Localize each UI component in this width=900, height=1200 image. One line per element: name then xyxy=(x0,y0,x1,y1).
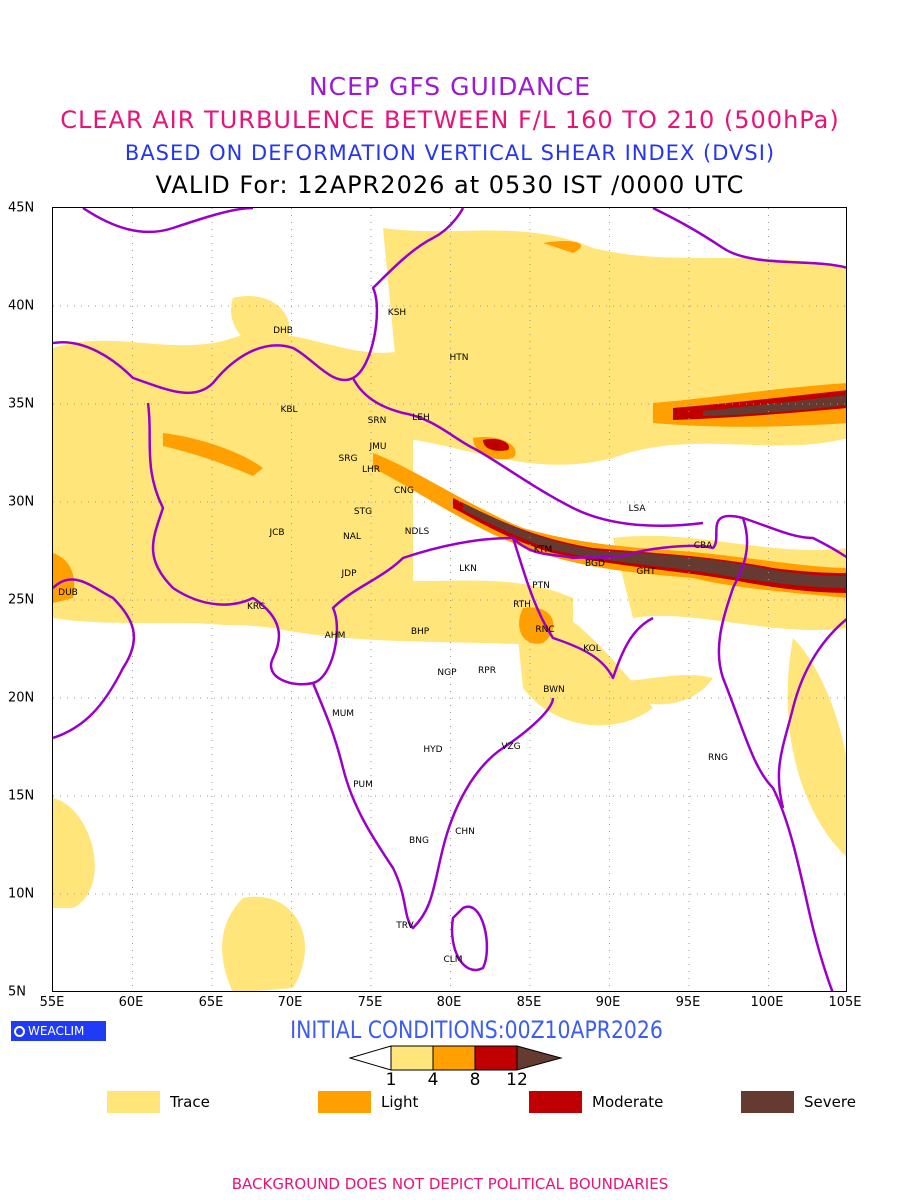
city-label: RNG xyxy=(708,753,728,763)
lon-tick: 95E xyxy=(675,995,701,1010)
city-label: BNG xyxy=(409,836,429,846)
city-label: KBL xyxy=(280,405,298,415)
city-label: LEH xyxy=(412,413,430,423)
city-label: CBA xyxy=(693,541,713,551)
lon-tick: 100E xyxy=(750,995,784,1010)
city-label: MUM xyxy=(331,709,355,719)
colorbar-tick: 8 xyxy=(469,1070,481,1090)
city-label: KRC xyxy=(247,602,265,612)
legend-item-light: Light xyxy=(318,1091,418,1113)
city-label: JMU xyxy=(369,442,387,452)
title-product: CLEAR AIR TURBULENCE BETWEEN F/L 160 TO … xyxy=(60,106,840,134)
lat-tick: 5N xyxy=(8,984,26,1000)
lon-tick: 105E xyxy=(828,995,862,1010)
city-label: PTN xyxy=(532,581,550,591)
city-label: HTN xyxy=(449,353,469,363)
legend-item-moderate: Moderate xyxy=(529,1091,663,1113)
city-label: CNG xyxy=(394,486,414,496)
trace-areas xyxy=(53,228,846,991)
lon-tick: 85E xyxy=(516,995,542,1010)
city-label: STG xyxy=(353,507,373,517)
city-label: RPR xyxy=(478,666,496,676)
severe-areas xyxy=(463,395,846,588)
city-label: DUB xyxy=(58,588,78,598)
legend-label: Trace xyxy=(170,1093,210,1111)
city-label: CHN xyxy=(455,827,475,837)
lat-tick: 40N xyxy=(8,298,35,314)
colorbar xyxy=(349,1045,563,1071)
city-label: KTM xyxy=(533,545,553,555)
legend-swatch xyxy=(107,1091,160,1113)
city-label: BHP xyxy=(410,627,430,637)
lon-tick: 60E xyxy=(118,995,144,1010)
lat-tick: 35N xyxy=(8,396,35,412)
city-label: CLM xyxy=(443,955,463,965)
legend-item-severe: Severe xyxy=(741,1091,856,1113)
city-label: RTH xyxy=(513,600,531,610)
turbulence-map: KSH DHB HTN KBL SRN LEH JMU SRG LHR CNG … xyxy=(52,207,847,992)
legend-item-trace: Trace xyxy=(107,1091,210,1113)
title-valid-time: VALID For: 12APR2026 at 0530 IST /0000 U… xyxy=(155,171,745,199)
city-label: SRG xyxy=(338,454,358,464)
weaclim-logo: WEACLIM xyxy=(11,1021,106,1041)
colorbar-light xyxy=(432,1045,476,1071)
lat-tick: 25N xyxy=(8,592,35,608)
legend-label: Light xyxy=(381,1093,419,1111)
title-method: BASED ON DEFORMATION VERTICAL SHEAR INDE… xyxy=(124,141,776,165)
city-label: NAL xyxy=(343,532,361,542)
city-label: JCB xyxy=(269,528,285,538)
city-label: LHR xyxy=(361,465,381,475)
lon-tick: 70E xyxy=(277,995,303,1010)
lat-tick: 15N xyxy=(8,788,35,804)
colorbar-tick: 12 xyxy=(506,1070,528,1090)
legend-swatch xyxy=(741,1091,794,1113)
colorbar-tick: 4 xyxy=(427,1070,439,1090)
city-label: KOL xyxy=(583,644,601,654)
city-label: KSH xyxy=(387,308,407,318)
city-label: GHT xyxy=(636,567,656,577)
map-graphics xyxy=(53,208,846,991)
initial-conditions: INITIAL CONDITIONS:00Z10APR2026 xyxy=(290,1016,663,1044)
legend-label: Severe xyxy=(804,1093,856,1111)
lat-tick: 30N xyxy=(8,494,35,510)
city-label: VZG xyxy=(501,742,521,752)
city-label: LSA xyxy=(628,504,646,514)
lon-tick: 65E xyxy=(198,995,224,1010)
lat-tick: 10N xyxy=(8,886,35,902)
city-label: DHB xyxy=(273,326,293,336)
lat-tick: 45N xyxy=(8,200,35,216)
logo-ring-icon xyxy=(14,1025,25,1037)
city-label: LKN xyxy=(459,564,477,574)
logo-text: WEACLIM xyxy=(28,1024,85,1038)
colorbar-under-arrow xyxy=(349,1045,392,1071)
city-label: NGP xyxy=(437,668,457,678)
lat-tick: 20N xyxy=(8,690,35,706)
lat-lon-grid xyxy=(53,208,846,991)
city-label: SRN xyxy=(367,416,387,426)
colorbar-moderate xyxy=(474,1045,518,1071)
city-label: JDP xyxy=(341,569,357,579)
legend-swatch xyxy=(529,1091,582,1113)
city-label: NDLS xyxy=(404,527,430,537)
city-label: BWN xyxy=(543,685,565,695)
city-label: PUM xyxy=(353,780,373,790)
lon-tick: 55E xyxy=(39,995,65,1010)
colorbar-trace xyxy=(390,1045,434,1071)
legend-label: Moderate xyxy=(592,1093,664,1111)
colorbar-tick: 1 xyxy=(385,1070,397,1090)
city-label: AHM xyxy=(324,631,346,641)
city-label: HYD xyxy=(423,745,443,755)
lon-tick: 75E xyxy=(357,995,383,1010)
lon-tick: 80E xyxy=(436,995,462,1010)
lon-tick: 90E xyxy=(595,995,621,1010)
title-guidance: NCEP GFS GUIDANCE xyxy=(308,72,591,101)
city-label: TRV xyxy=(396,921,414,931)
city-label: RNC xyxy=(535,625,555,635)
colorbar-severe-arrow xyxy=(516,1045,563,1071)
city-label: BGD xyxy=(585,559,605,569)
legend-swatch xyxy=(318,1091,371,1113)
footer-disclaimer: BACKGROUND DOES NOT DEPICT POLITICAL BOU… xyxy=(231,1175,669,1193)
country-borders xyxy=(53,208,846,991)
